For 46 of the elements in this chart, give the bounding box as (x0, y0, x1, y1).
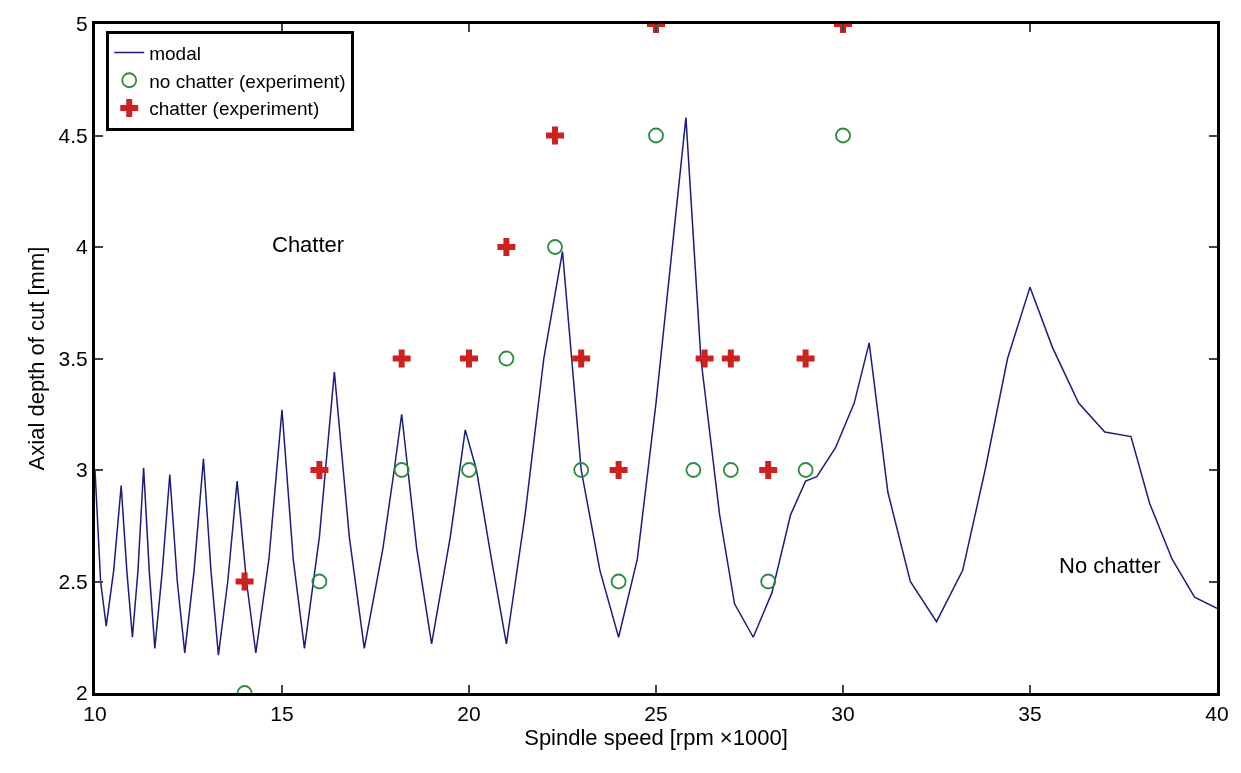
point (546, 126, 565, 145)
y-axis-title: Axial depth of cut [mm] (24, 246, 50, 471)
point (460, 349, 478, 368)
point (648, 127, 664, 144)
y-tick-label: 3.5 (58, 346, 88, 370)
point (797, 462, 814, 478)
point (311, 573, 328, 590)
y-tick-label: 2 (76, 681, 88, 705)
point (497, 238, 516, 256)
point (461, 462, 477, 478)
point (695, 349, 714, 368)
legend-label: modal (149, 42, 201, 64)
point (759, 461, 778, 479)
x-tick-label: 30 (831, 702, 855, 726)
x-tick-label: 25 (644, 702, 668, 726)
point (572, 349, 591, 368)
y-tick-label: 5 (76, 12, 88, 36)
y-tick-label: 3 (76, 458, 88, 482)
point (310, 461, 329, 479)
point (393, 462, 410, 478)
y-tick-label: 4 (76, 235, 89, 259)
x-axis-title: Spindle speed [rpm ×1000] (524, 725, 788, 751)
point (573, 462, 590, 478)
point (796, 349, 815, 368)
point (235, 572, 254, 591)
point (610, 573, 627, 590)
x-tick-label: 10 (83, 702, 107, 726)
y-tick-label: 2.5 (58, 569, 88, 593)
legend-label: no chatter (experiment) (149, 70, 346, 92)
y-tick-label: 4.5 (58, 123, 88, 147)
point (392, 349, 411, 368)
point (609, 461, 628, 479)
legend-label: chatter (experiment) (149, 98, 320, 120)
point (547, 239, 563, 255)
point (722, 462, 739, 478)
x-tick-label: 35 (1018, 702, 1042, 726)
annotation: Chatter (272, 232, 345, 257)
x-tick-label: 15 (270, 702, 294, 726)
point (835, 127, 851, 144)
annotation: No chatter (1059, 553, 1161, 578)
point (760, 573, 777, 590)
point (498, 350, 515, 367)
point (685, 462, 702, 478)
x-tick-label: 20 (457, 702, 481, 726)
point (721, 349, 740, 368)
x-tick-label: 40 (1205, 702, 1229, 726)
